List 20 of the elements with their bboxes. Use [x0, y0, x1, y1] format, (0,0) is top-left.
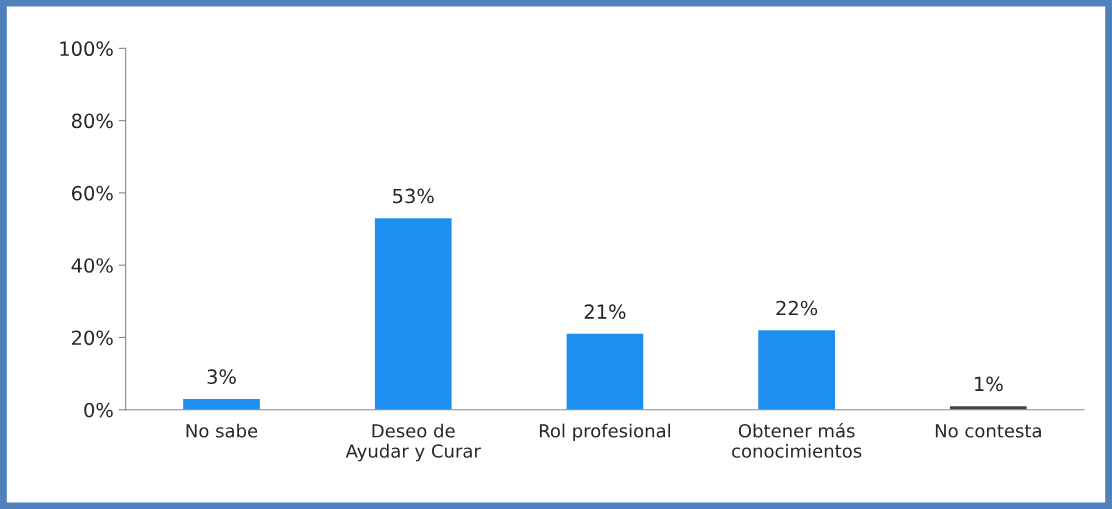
bar [758, 330, 835, 410]
y-tick-label: 100% [60, 41, 113, 57]
bar [566, 333, 644, 410]
data-label: 53% [393, 188, 434, 204]
data-label: 1% [975, 376, 1003, 392]
x-tick-label: Obtener más conocimientos [732, 422, 862, 458]
bar [183, 398, 260, 410]
data-label: 22% [776, 300, 818, 316]
bar [374, 218, 452, 410]
y-tick-label: 40% [71, 258, 113, 273]
x-tick-label: Rol profesional [539, 423, 670, 442]
y-tick-label: 80% [71, 113, 113, 129]
y-tick-label: 60% [71, 185, 113, 201]
x-tick-label: No sabe [186, 423, 258, 438]
data-label: 3% [207, 369, 236, 385]
y-tick-label: 0% [84, 402, 113, 418]
data-label: 21% [584, 304, 626, 319]
x-tick-label: No contesta [935, 424, 1041, 438]
y-tick-label: 20% [72, 330, 113, 346]
x-tick-label: Deseo de Ayudar y Curar [345, 423, 481, 462]
